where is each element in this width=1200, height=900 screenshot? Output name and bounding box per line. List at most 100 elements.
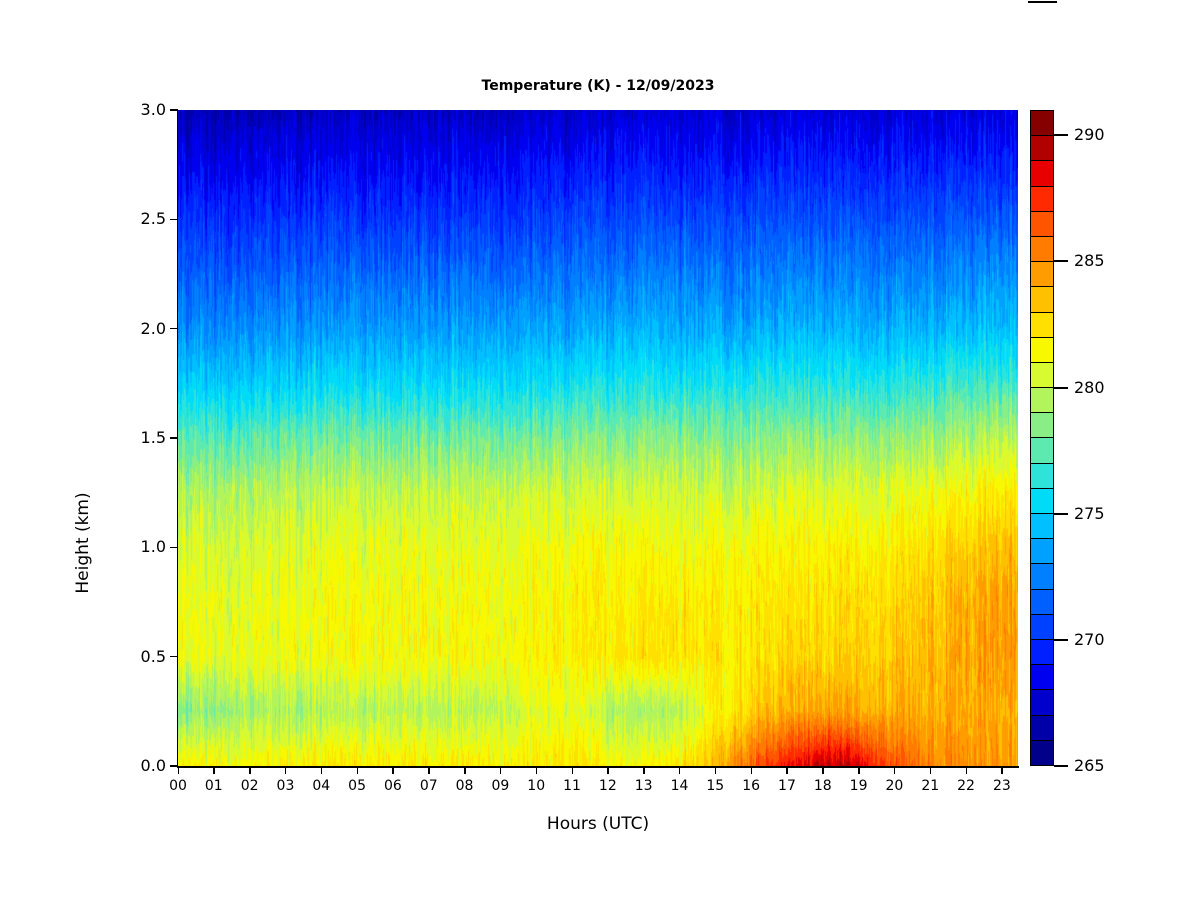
x-tick-mark bbox=[213, 766, 215, 774]
y-tick-label: 0.5 bbox=[140, 646, 166, 666]
x-tick-label: 19 bbox=[849, 778, 868, 794]
colorbar-tick-mark bbox=[1054, 260, 1068, 263]
x-tick-label: 16 bbox=[742, 778, 761, 794]
colorbar-segment bbox=[1031, 690, 1053, 716]
colorbar-segment bbox=[1031, 463, 1053, 489]
y-tick-mark bbox=[170, 655, 178, 658]
x-tick-mark bbox=[392, 766, 394, 774]
x-tick-label: 20 bbox=[885, 778, 904, 794]
x-tick-mark bbox=[965, 766, 968, 774]
x-tick-label: 12 bbox=[598, 778, 617, 794]
x-tick-mark bbox=[607, 766, 609, 774]
colorbar-segment bbox=[1031, 136, 1053, 162]
x-tick-label: 22 bbox=[957, 778, 975, 794]
x-tick-label: 23 bbox=[992, 778, 1011, 794]
colorbar-segment bbox=[1031, 287, 1053, 313]
x-tick-mark bbox=[177, 766, 179, 774]
colorbar-tick-label: 265 bbox=[1074, 756, 1105, 775]
x-tick-label: 15 bbox=[706, 778, 725, 794]
x-tick-mark bbox=[643, 766, 645, 774]
x-tick-mark bbox=[750, 766, 753, 774]
y-tick-mark bbox=[170, 327, 178, 330]
colorbar-segment bbox=[1031, 564, 1053, 590]
y-tick-mark bbox=[170, 109, 178, 111]
x-tick-label: 18 bbox=[813, 778, 832, 794]
x-tick-label: 01 bbox=[204, 778, 223, 794]
colorbar-tick-label: 280 bbox=[1074, 377, 1105, 397]
x-tick-mark bbox=[428, 766, 430, 774]
colorbar-segment bbox=[1031, 488, 1053, 514]
colorbar-segment bbox=[1031, 186, 1053, 212]
colorbar-segment bbox=[1031, 388, 1053, 414]
x-tick-mark bbox=[284, 766, 287, 774]
x-tick-label: 07 bbox=[419, 778, 438, 794]
x-axis-line bbox=[177, 766, 1019, 768]
colorbar-tick-label: 290 bbox=[1074, 125, 1105, 145]
x-tick-mark bbox=[464, 766, 466, 774]
colorbar-segment bbox=[1031, 337, 1053, 363]
y-tick-mark bbox=[170, 765, 178, 767]
y-tick-label: 1.0 bbox=[140, 537, 166, 557]
x-tick-label: 02 bbox=[240, 778, 259, 794]
x-tick-mark bbox=[249, 766, 251, 774]
x-tick-mark bbox=[678, 766, 681, 774]
x-tick-label: 11 bbox=[563, 778, 581, 794]
colorbar-segment bbox=[1031, 740, 1053, 765]
x-tick-mark bbox=[499, 766, 502, 774]
x-tick-label: 04 bbox=[312, 778, 331, 794]
x-tick-mark bbox=[535, 766, 538, 774]
y-tick-label: 0.0 bbox=[140, 756, 166, 775]
x-tick-mark bbox=[893, 766, 896, 774]
y-tick-mark bbox=[170, 546, 178, 549]
x-tick-mark bbox=[1001, 766, 1003, 774]
colorbar-segment bbox=[1031, 161, 1053, 187]
colorbar-segment bbox=[1031, 362, 1053, 389]
cropped-line-artifact bbox=[1028, 1, 1057, 3]
colorbar-tick-label: 285 bbox=[1074, 251, 1105, 271]
x-tick-label: 03 bbox=[276, 778, 295, 794]
colorbar-segment bbox=[1031, 312, 1053, 338]
x-axis-title: Hours (UTC) bbox=[546, 814, 650, 834]
colorbar-segment bbox=[1031, 236, 1053, 263]
x-tick-label: 06 bbox=[384, 778, 402, 794]
x-tick-mark bbox=[714, 766, 717, 774]
y-tick-label: 2.0 bbox=[140, 318, 166, 338]
y-tick-label: 2.5 bbox=[140, 209, 166, 229]
x-tick-label: 21 bbox=[921, 778, 940, 794]
colorbar-tick-mark bbox=[1054, 512, 1068, 515]
colorbar-segment bbox=[1031, 614, 1053, 640]
plot-title: Temperature (K) - 12/09/2023 bbox=[481, 78, 715, 94]
colorbar-segment bbox=[1031, 639, 1053, 666]
colorbar bbox=[1030, 110, 1054, 766]
x-tick-mark bbox=[571, 766, 574, 774]
x-tick-label: 08 bbox=[455, 778, 474, 794]
colorbar-tick-mark bbox=[1054, 386, 1068, 389]
colorbar-tick-mark bbox=[1054, 638, 1068, 641]
y-tick-label: 1.5 bbox=[140, 428, 166, 447]
colorbar-tick-mark bbox=[1054, 765, 1068, 767]
colorbar-segment bbox=[1031, 413, 1053, 439]
y-tick-mark bbox=[170, 437, 178, 439]
colorbar-tick-mark bbox=[1054, 134, 1068, 137]
x-tick-label: 13 bbox=[634, 778, 653, 794]
colorbar-segment bbox=[1031, 715, 1053, 741]
colorbar-tick-label: 275 bbox=[1074, 503, 1105, 523]
y-tick-label: 3.0 bbox=[140, 100, 166, 119]
x-tick-mark bbox=[929, 766, 932, 774]
y-axis-title: Height (km) bbox=[73, 492, 93, 594]
colorbar-segment bbox=[1031, 262, 1053, 288]
y-tick-mark bbox=[170, 218, 178, 221]
colorbar-segment bbox=[1031, 438, 1053, 464]
x-tick-mark bbox=[858, 766, 860, 774]
colorbar-segment bbox=[1031, 211, 1053, 237]
colorbar-tick-label: 270 bbox=[1074, 629, 1105, 649]
x-tick-mark bbox=[822, 766, 824, 774]
x-tick-label: 17 bbox=[778, 778, 796, 794]
colorbar-segment bbox=[1031, 589, 1053, 615]
colorbar-segment bbox=[1031, 539, 1053, 565]
x-tick-mark bbox=[356, 766, 359, 774]
colorbar-segment bbox=[1031, 111, 1053, 137]
x-tick-mark bbox=[320, 766, 323, 774]
colorbar-segment bbox=[1031, 514, 1053, 540]
